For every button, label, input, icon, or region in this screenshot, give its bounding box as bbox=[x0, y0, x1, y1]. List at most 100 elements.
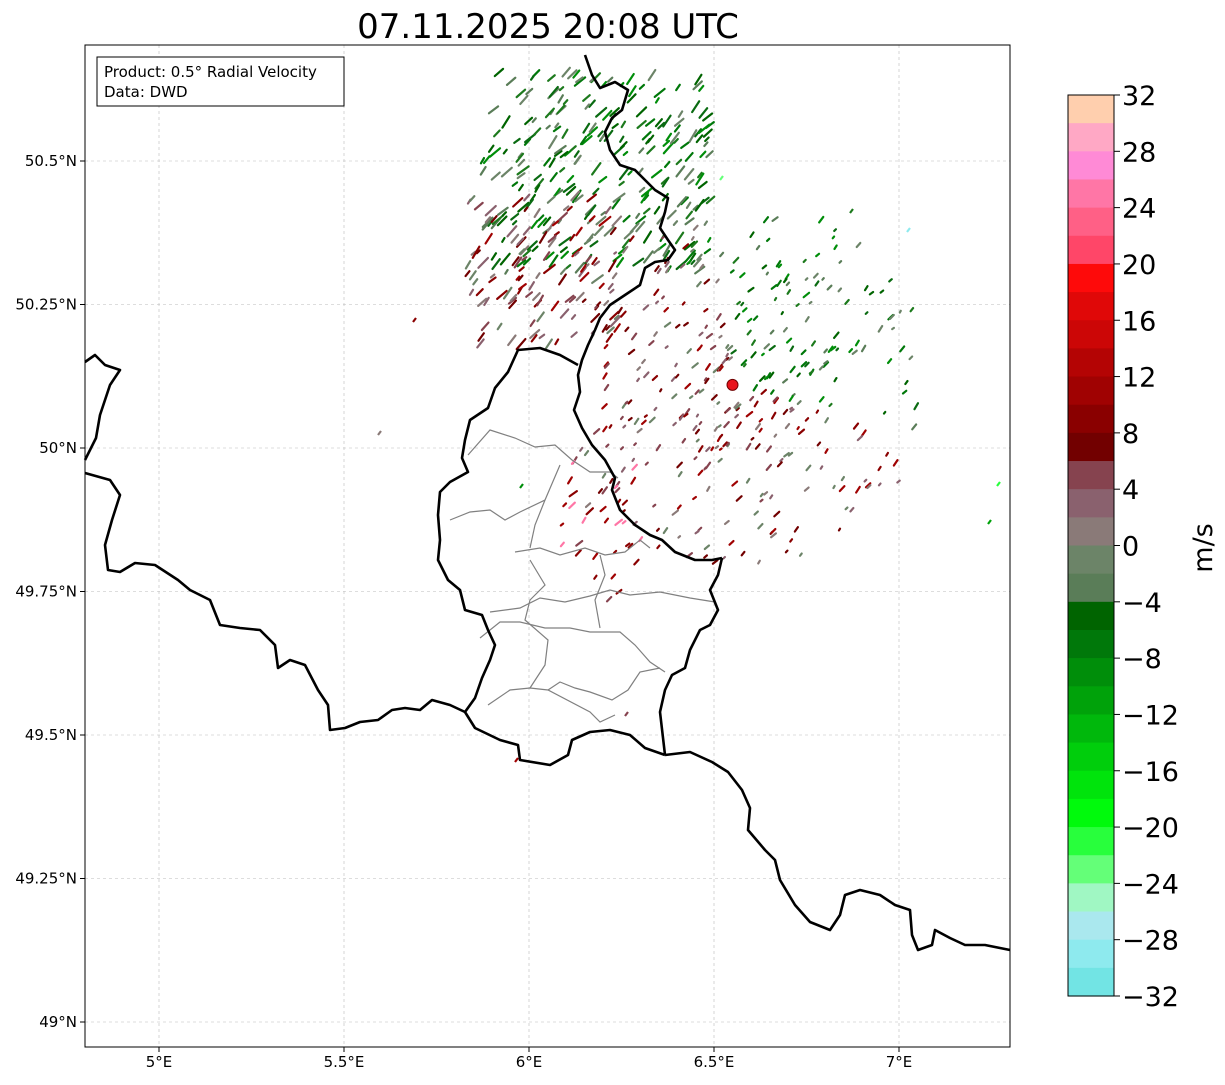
echo-streak bbox=[517, 158, 526, 167]
echo-streak bbox=[761, 352, 765, 357]
echo-streak bbox=[607, 282, 614, 290]
echo-streak bbox=[770, 284, 778, 290]
echo-streak bbox=[821, 277, 825, 281]
echo-streak bbox=[788, 395, 794, 402]
colorbar-tick-label: −28 bbox=[1122, 926, 1179, 957]
echo-streak bbox=[468, 288, 475, 296]
echo-streak bbox=[536, 311, 545, 323]
echo-streak bbox=[868, 290, 875, 296]
colorbar-segment bbox=[1068, 376, 1114, 406]
echo-streak bbox=[513, 256, 523, 269]
echo-streak bbox=[538, 333, 546, 340]
echo-streak bbox=[782, 408, 789, 416]
echo-streak bbox=[735, 495, 743, 502]
echo-streak bbox=[805, 464, 812, 472]
echo-streak bbox=[664, 266, 671, 274]
echo-streak bbox=[653, 288, 660, 296]
echo-streak bbox=[496, 322, 503, 331]
echo-streak bbox=[723, 421, 730, 429]
echo-streak bbox=[627, 348, 636, 356]
echo-streak bbox=[612, 192, 626, 203]
echo-streak bbox=[833, 228, 838, 233]
echo-streak bbox=[661, 176, 670, 188]
echo-streak bbox=[496, 215, 508, 227]
echo-streak bbox=[745, 410, 754, 418]
echo-streak bbox=[674, 231, 685, 245]
echo-streak bbox=[686, 259, 692, 266]
echo-streak bbox=[593, 260, 601, 267]
echo-streak bbox=[793, 526, 800, 533]
echo-streak bbox=[800, 361, 808, 368]
echo-streak bbox=[516, 172, 526, 180]
colorbar-segment bbox=[1068, 320, 1114, 350]
echo-streak bbox=[675, 158, 683, 166]
echo-streak bbox=[798, 552, 803, 557]
colorbar-tick-label: −32 bbox=[1122, 982, 1179, 1013]
echo-streak bbox=[663, 160, 671, 169]
echo-streak bbox=[603, 361, 610, 368]
map-frame bbox=[84, 44, 1011, 1048]
echo-streak bbox=[561, 66, 571, 78]
echo-streak bbox=[678, 413, 685, 421]
echo-streak bbox=[491, 214, 505, 226]
echo-streak bbox=[827, 345, 834, 353]
echo-streak bbox=[547, 234, 557, 243]
echo-streak bbox=[755, 245, 761, 251]
echo-streak bbox=[518, 248, 526, 255]
echo-streak bbox=[533, 208, 541, 219]
echo-streak bbox=[732, 256, 740, 264]
echo-streak bbox=[773, 510, 781, 518]
echo-streak bbox=[814, 280, 820, 287]
colorbar-segment bbox=[1068, 911, 1114, 941]
echo-streak bbox=[863, 478, 868, 483]
echo-streak bbox=[833, 376, 838, 383]
echo-streak bbox=[609, 477, 614, 484]
echo-streak bbox=[518, 283, 527, 291]
echo-streak bbox=[855, 485, 861, 494]
echo-streak bbox=[746, 317, 753, 323]
echo-streak bbox=[567, 476, 573, 485]
echo-streak bbox=[735, 407, 740, 412]
echo-streak bbox=[725, 356, 730, 361]
echo-streak bbox=[464, 260, 472, 270]
echo-streak bbox=[562, 502, 568, 508]
echo-streak bbox=[697, 171, 703, 179]
echo-streak bbox=[789, 408, 795, 413]
echo-streak bbox=[749, 231, 755, 239]
echo-streak bbox=[568, 501, 576, 510]
echo-streak bbox=[513, 137, 521, 144]
echo-streak bbox=[837, 287, 843, 293]
echo-streak bbox=[692, 80, 703, 91]
echo-streak bbox=[475, 249, 481, 255]
echo-streak bbox=[987, 519, 992, 525]
echo-streak bbox=[685, 201, 692, 209]
radar-site-marker[interactable] bbox=[726, 378, 739, 391]
echo-streak bbox=[734, 403, 742, 410]
echo-streak bbox=[619, 446, 625, 451]
echo-streak bbox=[562, 99, 569, 106]
echo-streak bbox=[609, 107, 620, 117]
echo-streak bbox=[860, 429, 867, 437]
map-area[interactable] bbox=[85, 45, 1010, 1047]
echo-streak bbox=[760, 388, 767, 395]
echo-streak bbox=[705, 150, 714, 159]
echo-streak bbox=[608, 424, 613, 429]
echo-streak bbox=[783, 451, 790, 458]
echo-streak bbox=[635, 215, 647, 225]
colorbar-tick-label: −8 bbox=[1122, 644, 1162, 675]
echo-streak bbox=[684, 217, 695, 226]
echo-streak bbox=[525, 291, 534, 298]
echo-streak bbox=[671, 509, 680, 516]
echo-streak bbox=[592, 187, 600, 195]
echo-streak bbox=[714, 445, 720, 450]
echo-streak bbox=[680, 141, 690, 150]
echo-streak bbox=[508, 299, 517, 310]
lat-tick-label: 49.25°N bbox=[15, 870, 77, 888]
echo-streak bbox=[759, 492, 764, 498]
colorbar-segment bbox=[1068, 461, 1114, 490]
echo-streak bbox=[663, 321, 672, 328]
echo-streak bbox=[603, 344, 609, 350]
echo-streak bbox=[534, 178, 545, 190]
echo-streak bbox=[877, 324, 884, 333]
border-north bbox=[572, 54, 723, 562]
